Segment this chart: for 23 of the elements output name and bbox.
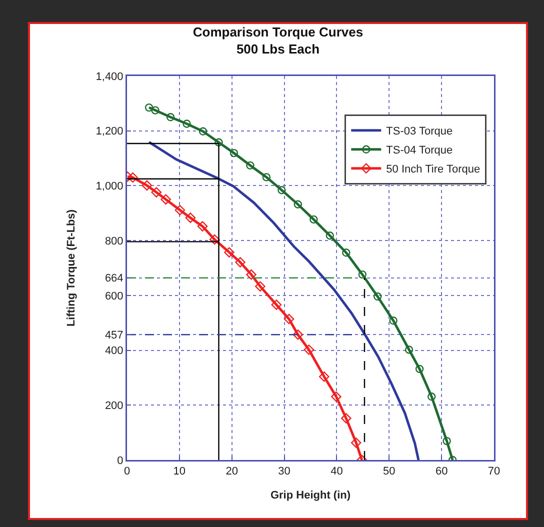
legend-label: TS-04 Torque [386,144,453,157]
x-tick-label: 60 [435,466,448,478]
y-tick-label: 0 [117,454,124,467]
x-tick-label: 40 [330,466,343,478]
x-tick-label: 50 [383,466,396,478]
y-tick-label: 664 [104,272,124,285]
y-tick-label: 1,400 [96,70,124,83]
x-axis-title: Grip Height (in) [270,490,351,502]
legend-label: TS-03 Torque [386,126,453,138]
y-tick-label: 200 [104,400,124,412]
y-tick-label: 457 [104,330,124,342]
x-tick-label: 70 [488,466,500,478]
x-tick-label: 20 [226,466,238,478]
y-tick-label: 400 [104,345,124,358]
y-tick-label: 800 [104,235,124,248]
x-tick-label: 30 [278,466,290,478]
y-tick-label: 1,200 [96,126,124,138]
y-axis-title: Lifting Torque (Ft-Lbs) [66,209,78,327]
legend-label: 50 Inch Tire Torque [386,164,480,176]
x-tick-label: 10 [173,466,186,478]
chart-title: Comparison Torque Curves 500 Lbs Each [192,24,364,56]
y-tick-label: 600 [104,290,124,302]
y-tick-label: 1,000 [96,180,124,193]
